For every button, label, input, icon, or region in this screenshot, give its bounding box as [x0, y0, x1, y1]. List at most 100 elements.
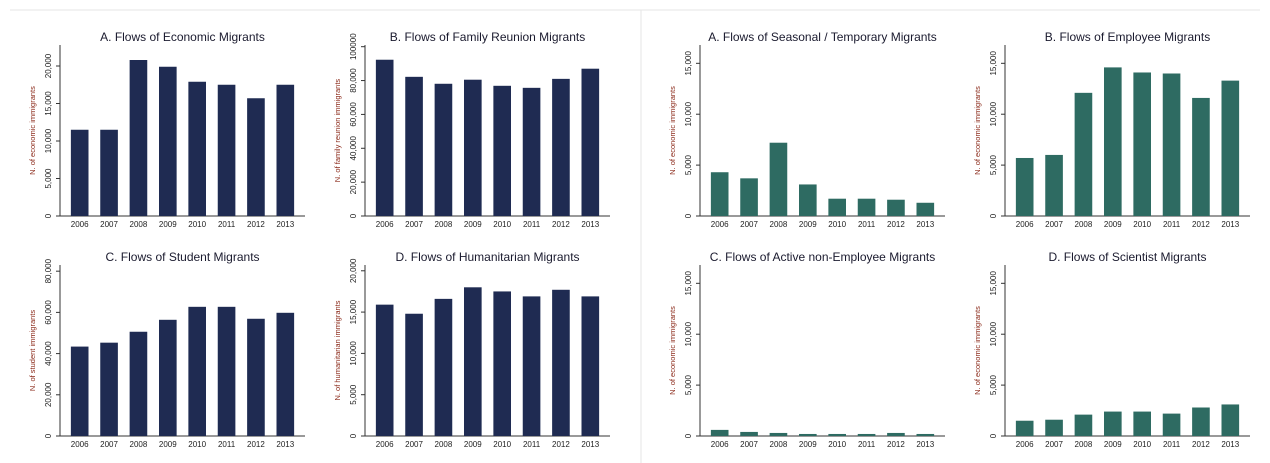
y-tick-label: 15,000: [989, 271, 998, 296]
bar: [464, 287, 482, 436]
x-tick-label: 2013: [581, 440, 599, 449]
bar: [464, 79, 482, 217]
x-tick-label: 2007: [1045, 440, 1063, 449]
y-tick-label: 0: [684, 213, 693, 218]
y-axis-label: N. of economic immigrants: [973, 306, 982, 395]
y-tick-label: 10,000: [684, 101, 693, 126]
x-tick-label: 2009: [464, 440, 482, 449]
bar: [552, 289, 570, 436]
y-tick-label: 10,000: [44, 128, 53, 153]
y-tick-label: 5,000: [349, 384, 358, 405]
x-tick-label: 2010: [493, 440, 511, 449]
x-tick-label: 2008: [130, 220, 148, 229]
bar: [769, 432, 788, 436]
bar: [710, 172, 729, 216]
x-tick-label: 2006: [376, 440, 394, 449]
x-tick-label: 2011: [1163, 440, 1181, 449]
y-tick-label: 10,000: [989, 321, 998, 346]
bar: [581, 68, 600, 216]
bar: [1015, 157, 1034, 216]
bar: [217, 306, 236, 436]
x-tick-label: 2012: [887, 220, 905, 229]
bar: [740, 431, 758, 436]
y-axis-label: N. of economic immigrants: [28, 86, 37, 175]
x-tick-label: 2011: [523, 440, 541, 449]
x-tick-label: 2008: [1075, 220, 1093, 229]
y-tick-label: 5,000: [989, 375, 998, 396]
chart-title: B. Flows of Employee Migrants: [1045, 30, 1210, 44]
bar: [493, 291, 511, 436]
x-tick-label: 2010: [1133, 440, 1151, 449]
bar: [857, 198, 876, 216]
bar: [188, 306, 206, 436]
x-tick-label: 2011: [858, 220, 876, 229]
x-tick-label: 2012: [1192, 220, 1210, 229]
bar: [581, 296, 600, 436]
y-tick-label: 60,000: [349, 102, 358, 127]
bar: [1221, 80, 1240, 216]
bar: [769, 142, 788, 216]
bar: [129, 60, 148, 216]
y-axis-label: N. of economic immigrants: [668, 306, 677, 395]
y-tick-label: 15,000: [989, 51, 998, 76]
chart-title: A. Flows of Economic Migrants: [100, 30, 265, 44]
y-tick-label: 0: [989, 213, 998, 218]
x-tick-label: 2006: [71, 220, 89, 229]
x-tick-label: 2012: [552, 440, 570, 449]
x-tick-label: 2013: [1221, 440, 1239, 449]
y-tick-label: 5,000: [44, 168, 53, 189]
y-tick-label: 15,000: [44, 91, 53, 116]
x-tick-label: 2006: [711, 220, 729, 229]
bar: [100, 342, 118, 436]
bar: [159, 66, 177, 216]
bar: [799, 184, 817, 216]
bar: [828, 433, 846, 436]
bar: [276, 84, 295, 216]
bar: [828, 198, 846, 216]
bar: [710, 429, 729, 436]
y-tick-label: 10,000: [989, 101, 998, 126]
bar: [916, 433, 935, 436]
y-tick-label: 0: [989, 433, 998, 438]
bar: [1104, 67, 1122, 217]
y-tick-label: 10,000: [349, 341, 358, 366]
x-tick-label: 2007: [405, 440, 423, 449]
bar: [799, 433, 817, 436]
x-tick-label: 2013: [276, 220, 294, 229]
chart-title: B. Flows of Family Reunion Migrants: [390, 30, 585, 44]
chart-title: D. Flows of Scientist Migrants: [1048, 250, 1206, 264]
y-tick-label: 40,000: [44, 341, 53, 366]
y-tick-label: 20,000: [349, 258, 358, 283]
y-axis-label: N. of family reunion immigrants: [333, 79, 342, 183]
bar: [740, 178, 758, 216]
bar: [857, 433, 876, 436]
x-tick-label: 2009: [159, 220, 177, 229]
x-tick-label: 2013: [276, 440, 294, 449]
x-tick-label: 2009: [464, 220, 482, 229]
x-tick-label: 2008: [770, 440, 788, 449]
x-tick-label: 2011: [1163, 220, 1181, 229]
chart-title: C. Flows of Active non-Employee Migrants: [710, 250, 935, 264]
x-tick-label: 2008: [770, 220, 788, 229]
x-tick-label: 2008: [130, 440, 148, 449]
x-tick-label: 2008: [1075, 440, 1093, 449]
y-tick-label: 15,000: [349, 299, 358, 324]
x-tick-label: 2009: [799, 440, 817, 449]
y-tick-label: 10,000: [684, 321, 693, 346]
x-tick-label: 2011: [523, 220, 541, 229]
y-axis-label: N. of student immigrants: [28, 310, 37, 392]
y-tick-label: 15,000: [684, 271, 693, 296]
bar: [1133, 72, 1151, 216]
x-tick-label: 2012: [1192, 440, 1210, 449]
y-axis-label: N. of humanitarian immigrants: [333, 300, 342, 400]
y-tick-label: 80,000: [44, 258, 53, 283]
x-tick-label: 2006: [71, 440, 89, 449]
y-tick-label: 20,000: [44, 382, 53, 407]
bar: [100, 129, 118, 216]
x-tick-label: 2007: [100, 220, 118, 229]
bar: [887, 199, 905, 216]
x-tick-label: 2006: [711, 440, 729, 449]
bar: [70, 129, 89, 216]
y-tick-label: 0: [44, 213, 53, 218]
chart-title: D. Flows of Humanitarian Migrants: [395, 250, 579, 264]
